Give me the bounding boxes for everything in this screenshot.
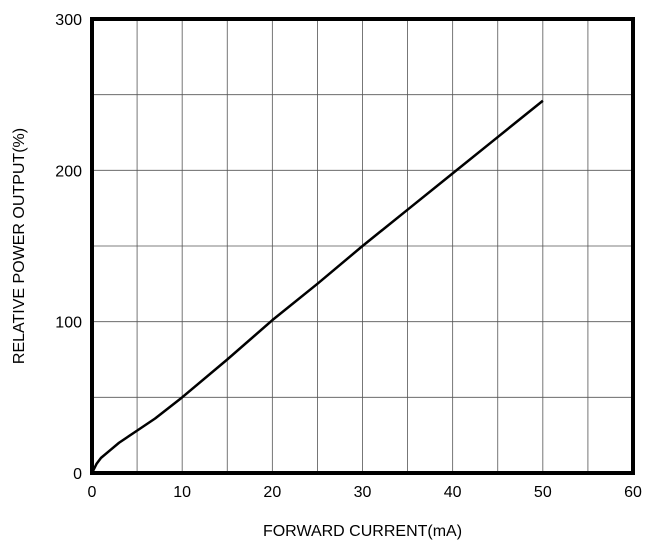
y-tick-label: 300	[55, 12, 82, 29]
plot-frame	[90, 17, 635, 475]
x-tick-label: 60	[624, 484, 642, 501]
y-tick-label: 0	[73, 466, 82, 483]
y-tick-label: 200	[55, 163, 82, 180]
x-axis-title: FORWARD CURRENT(mA)	[263, 523, 462, 540]
y-tick-labels: 0 100 200 300	[55, 12, 82, 483]
x-tick-label: 50	[534, 484, 552, 501]
x-tick-label: 10	[173, 484, 191, 501]
x-tick-label: 20	[263, 484, 281, 501]
x-tick-label: 40	[444, 484, 462, 501]
x-tick-label: 0	[88, 484, 97, 501]
x-tick-labels: 0 10 20 30 40 50 60	[88, 484, 642, 501]
y-axis-title: RELATIVE POWER OUTPUT(%)	[11, 128, 28, 364]
series-line	[90, 99, 544, 474]
y-tick-label: 100	[55, 315, 82, 332]
x-tick-label: 30	[354, 484, 372, 501]
series-group	[90, 99, 544, 474]
